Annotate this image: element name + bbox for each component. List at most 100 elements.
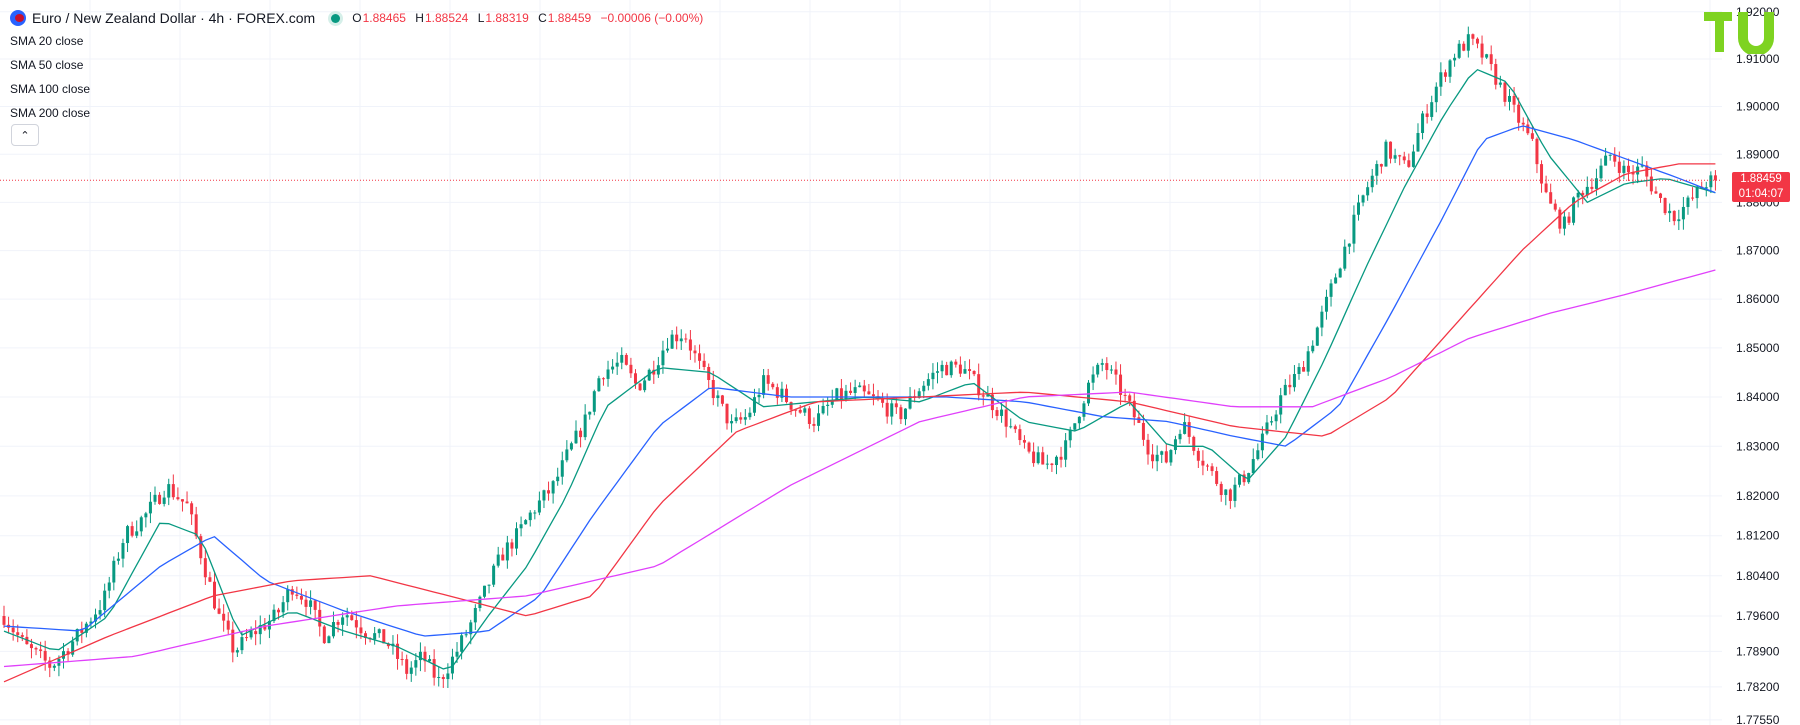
candle-body [1352,214,1356,244]
candle-body [409,667,413,674]
candle-body [936,371,940,373]
candle-body [1713,175,1717,181]
candle-body [171,484,175,498]
candle-body [322,626,326,644]
candle-body [954,361,958,365]
sma-line-2 [3,125,1716,637]
indicator-legend-sma200[interactable]: SMA 200 close [10,106,91,120]
candle-body [354,620,358,628]
candle-body [116,558,120,561]
candle-body [135,531,139,536]
candle-body [94,614,98,622]
candle-body [510,542,514,549]
candle-body [1045,463,1049,465]
candle-body [309,600,313,607]
candle-body [1462,43,1466,51]
candle-body [1032,451,1036,464]
candle-body [894,403,898,408]
candle-body [1022,440,1026,443]
candle-body [606,369,610,379]
candle-body [331,622,335,637]
candle-body [1238,474,1242,485]
candle-body [231,629,235,653]
candle-body [1196,450,1200,461]
candle-body [981,395,985,397]
candle-body [1553,203,1557,210]
candle-body [972,371,976,375]
candle-body [519,524,523,529]
candle-body [1082,403,1086,417]
candle-body [1041,452,1045,465]
candle-body [611,366,615,370]
candle-body [1466,34,1470,51]
candle-body [1283,384,1287,396]
candle-body [899,407,903,420]
indicator-legend-sma50[interactable]: SMA 50 close [10,58,84,72]
candle-body [299,595,303,600]
candle-body [515,528,519,549]
candle-body [537,500,541,513]
candle-body [496,554,500,566]
candle-body [327,636,331,644]
candle-body [1485,54,1489,58]
candle-body [423,651,427,662]
candle-body [418,651,422,661]
candle-body [1604,155,1608,166]
candle-body [807,408,811,424]
candle-body [373,633,377,640]
candle-body [1581,192,1585,196]
candle-body [743,417,747,420]
candle-body [890,403,894,417]
candle-body [1379,164,1383,167]
candle-body [908,396,912,409]
candle-body [1183,422,1187,434]
candle-body [1356,202,1360,215]
candle-body [643,380,647,391]
candle-body [1613,154,1617,162]
candle-body [871,394,875,397]
candle-body [1562,216,1566,229]
candle-body [482,585,486,597]
collapse-legend-button[interactable]: ⌃ [11,124,39,146]
candle-body [771,383,775,388]
candle-body [780,388,784,398]
candle-body [716,395,720,399]
candle-body [839,388,843,400]
candle-body [432,659,436,678]
candle-body [2,616,6,625]
candle-body [249,631,253,638]
candle-body [107,582,111,591]
candle-body [592,391,596,412]
candle-body [1691,197,1695,199]
chart-header: Euro / New Zealand Dollar · 4h · FOREX.c… [10,7,703,29]
candle-body [702,360,706,367]
candle-body [821,405,825,414]
indicator-legend-sma20[interactable]: SMA 20 close [10,34,84,48]
symbol-title[interactable]: Euro / New Zealand Dollar · 4h · FOREX.c… [32,10,316,26]
candle-body [1288,384,1292,388]
candle-body [1077,416,1081,424]
candle-body [1407,160,1411,167]
candle-body [1274,414,1278,422]
candle-body [1498,82,1502,85]
candle-body [940,364,944,372]
candle-body [377,629,381,634]
candle-body [670,334,674,349]
candle-body [1668,210,1672,214]
candle-body [1233,484,1237,501]
candle-body [784,388,788,403]
candle-body [1512,95,1516,105]
candle-body [1521,122,1525,125]
candle-body [579,430,583,438]
indicator-legend-sma100[interactable]: SMA 100 close [10,82,91,96]
candle-body [1119,374,1123,395]
candle-body [1320,311,1324,328]
candle-body [400,658,404,660]
candle-body [281,602,285,613]
candle-body [345,615,349,618]
candle-body [98,610,102,615]
candle-body [1091,374,1095,383]
candle-body [29,644,33,649]
candle-body [199,536,203,559]
